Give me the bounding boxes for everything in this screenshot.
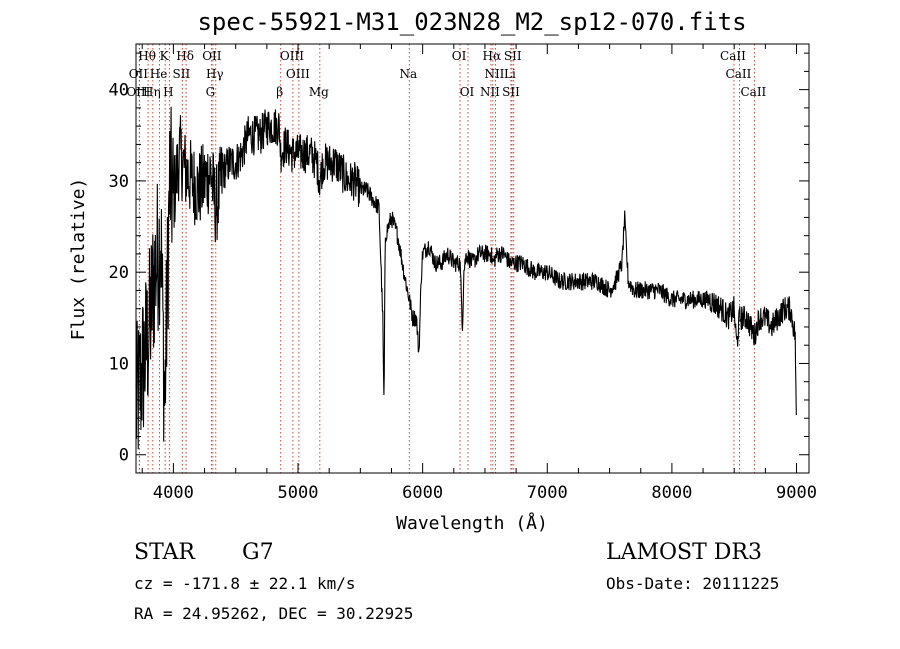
line-label: Na bbox=[399, 67, 417, 81]
x-axis-label: Wavelength (Å) bbox=[396, 512, 548, 534]
line-label: CaII bbox=[740, 85, 766, 99]
x-tick-label: 7000 bbox=[527, 483, 568, 503]
y-axis-label: Flux (relative) bbox=[68, 178, 89, 341]
line-label: CaII bbox=[726, 67, 752, 81]
line-label: Hη bbox=[143, 85, 161, 99]
x-tick-label: 5000 bbox=[278, 483, 319, 503]
x-tick-label: 8000 bbox=[651, 483, 692, 503]
x-tick-label: 6000 bbox=[402, 483, 443, 503]
line-label: Mg bbox=[309, 85, 329, 99]
line-label: G bbox=[206, 85, 216, 99]
object-class: STAR bbox=[134, 540, 195, 565]
chart-title: spec-55921-M31_023N28_M2_sp12-070.fits bbox=[197, 8, 746, 36]
axis-ticks: 4000 5000 6000 7000 8000 9000 0 10 20 30 40 bbox=[109, 44, 817, 503]
obs-date: Obs-Date: 20111225 bbox=[606, 574, 780, 593]
line-label: OIII bbox=[126, 85, 150, 99]
line-label: Li bbox=[504, 67, 516, 81]
ra-dec: RA = 24.95262, DEC = 30.22925 bbox=[134, 604, 414, 623]
line-label: SII bbox=[504, 49, 522, 63]
emission-line-markers bbox=[138, 44, 755, 473]
line-label: He bbox=[150, 67, 168, 81]
x-tick-label: 9000 bbox=[776, 483, 817, 503]
line-label: Hα bbox=[483, 49, 502, 63]
line-label: OIII bbox=[286, 67, 310, 81]
line-label: H bbox=[163, 85, 173, 99]
line-label: Hγ bbox=[206, 67, 224, 81]
y-tick-label: 10 bbox=[109, 354, 129, 374]
line-label: Hδ bbox=[176, 49, 194, 63]
y-tick-label: 40 bbox=[109, 81, 129, 101]
line-label: SII bbox=[502, 85, 520, 99]
line-label: OII bbox=[129, 67, 149, 81]
line-label: CaII bbox=[720, 49, 746, 63]
object-subclass: G7 bbox=[242, 540, 274, 565]
line-label: SII bbox=[173, 67, 191, 81]
line-label: OI bbox=[452, 49, 467, 63]
y-tick-label: 20 bbox=[109, 263, 129, 283]
line-label: NII bbox=[484, 67, 504, 81]
line-label: K bbox=[160, 49, 170, 63]
line-label: OIII bbox=[280, 49, 304, 63]
x-tick-label: 4000 bbox=[153, 483, 194, 503]
line-label: NII bbox=[480, 85, 500, 99]
line-label: OII bbox=[202, 49, 222, 63]
line-label: Hθ bbox=[138, 49, 156, 63]
y-tick-label: 0 bbox=[119, 446, 129, 466]
spectrum-line bbox=[135, 106, 797, 450]
redshift-text: cz = -171.8 ± 22.1 km/s bbox=[134, 574, 356, 593]
line-label: OI bbox=[460, 85, 475, 99]
line-label: β bbox=[276, 85, 283, 99]
plot-frame bbox=[135, 43, 810, 474]
survey-name: LAMOST DR3 bbox=[606, 540, 762, 565]
y-tick-label: 30 bbox=[109, 172, 129, 192]
